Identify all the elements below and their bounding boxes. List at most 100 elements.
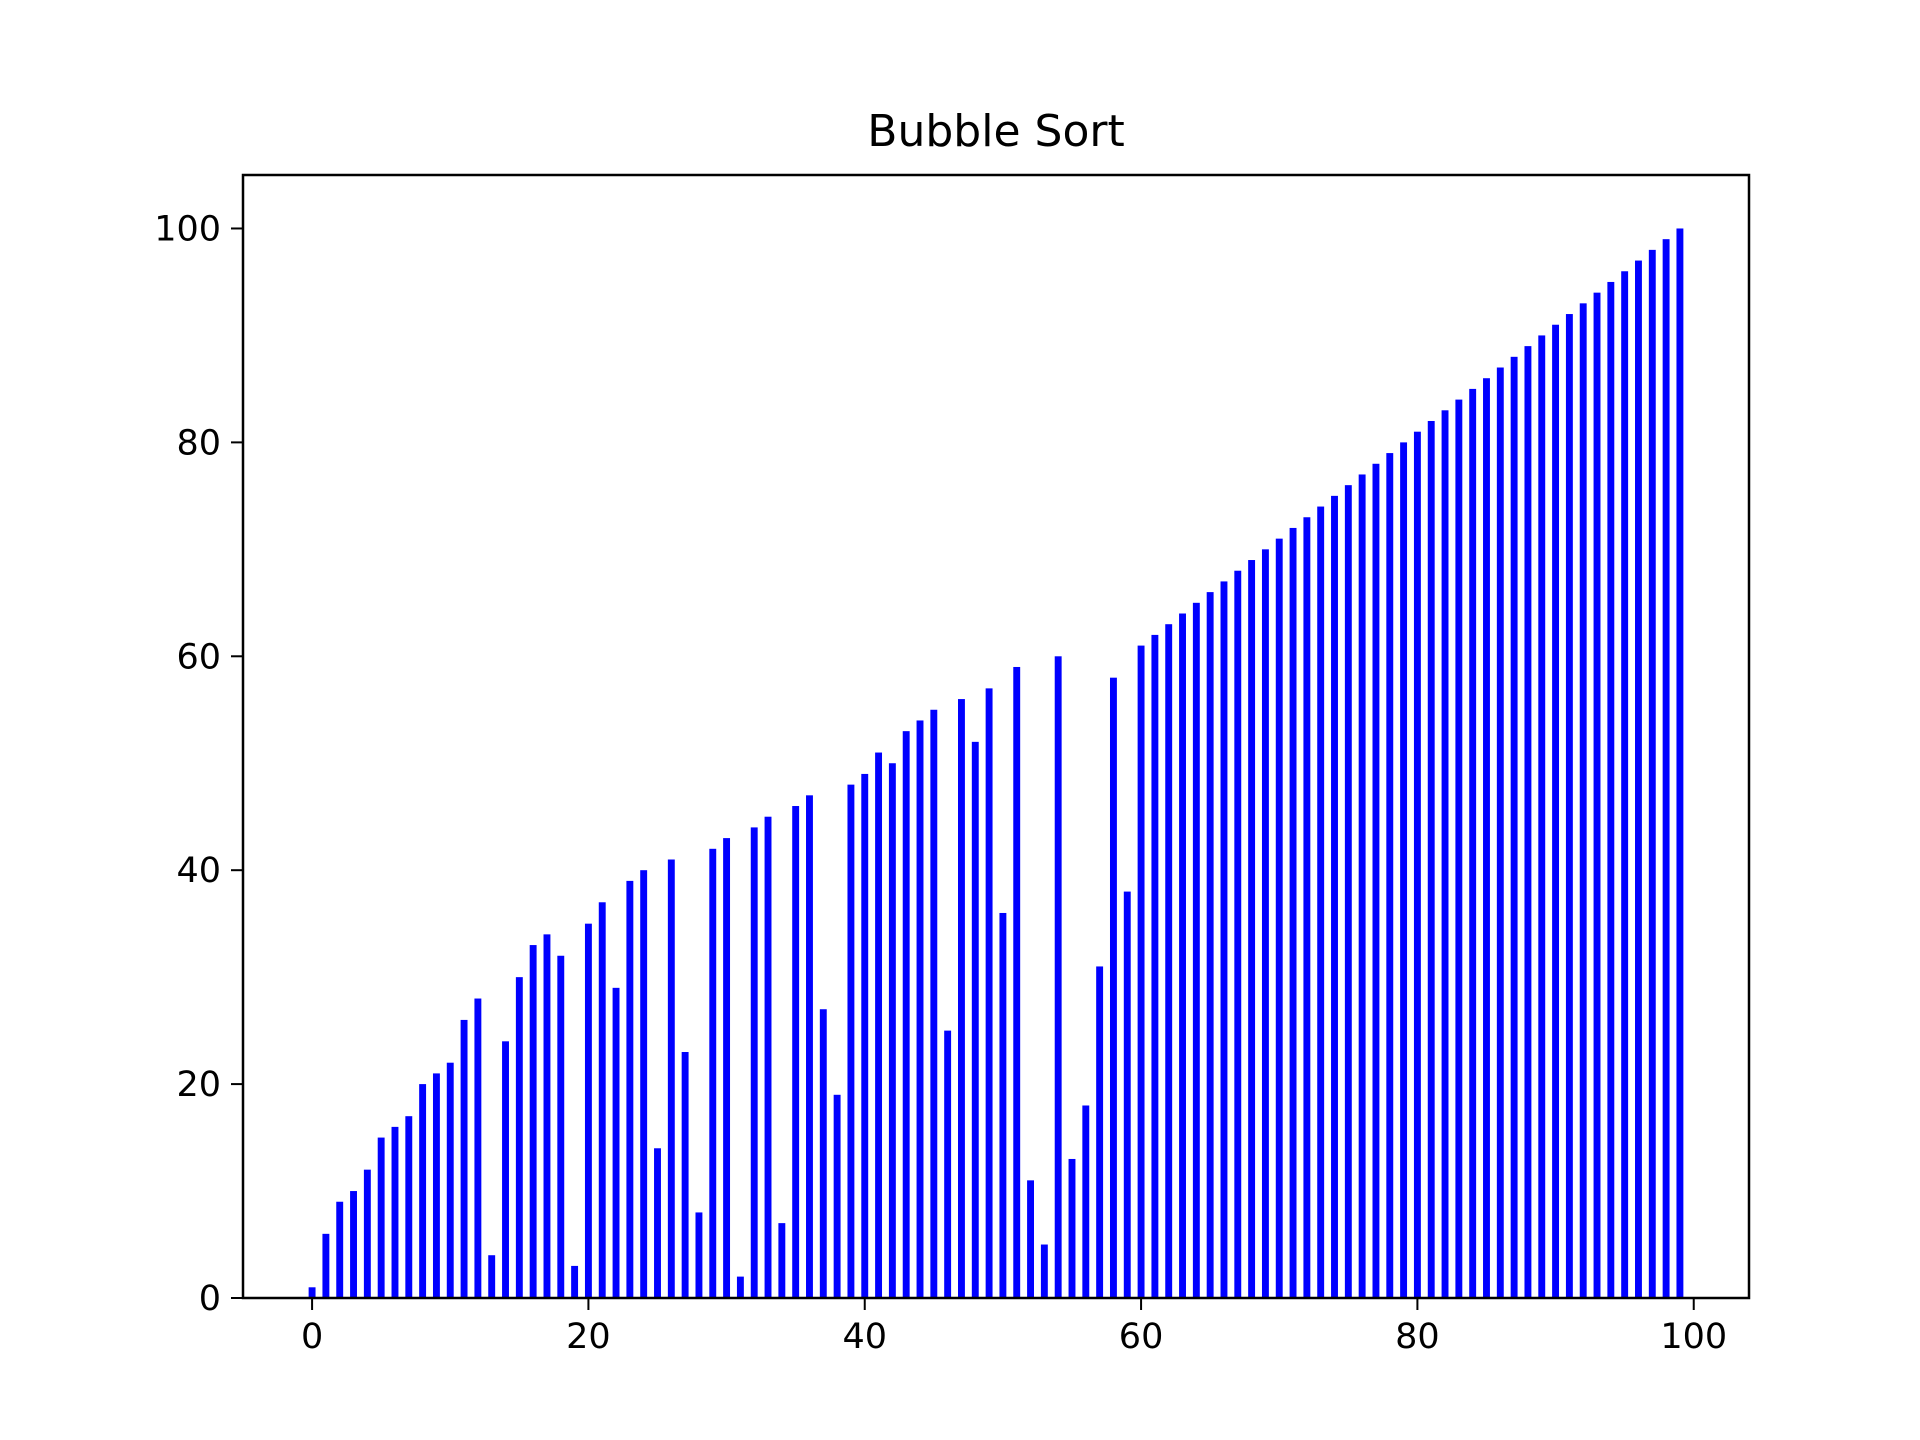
- bar-13: [488, 1255, 496, 1298]
- bar-32: [750, 827, 758, 1298]
- bar-29: [709, 848, 717, 1298]
- y-axis-ticks: 0 20 40 60 80 100: [154, 209, 243, 1319]
- bar-16: [529, 945, 537, 1298]
- bar-21: [598, 902, 606, 1298]
- x-tick-label: 100: [1660, 1317, 1727, 1357]
- y-tick-label: 100: [154, 209, 221, 249]
- bar-34: [778, 1223, 786, 1298]
- bar-75: [1344, 485, 1352, 1298]
- y-tick-label: 80: [176, 423, 221, 463]
- bar-87: [1510, 356, 1518, 1298]
- bar-96: [1635, 260, 1642, 1298]
- bar-40: [861, 773, 869, 1298]
- bar-2: [336, 1201, 344, 1298]
- bar-48: [971, 741, 979, 1298]
- bar-45: [930, 709, 938, 1298]
- bar-50: [999, 912, 1007, 1298]
- bar-23: [626, 880, 634, 1298]
- y-tick-label: 20: [176, 1065, 221, 1105]
- bar-82: [1441, 410, 1449, 1298]
- bar-89: [1538, 335, 1546, 1298]
- bar-79: [1400, 442, 1408, 1298]
- bar-57: [1096, 966, 1104, 1298]
- bar-3: [350, 1191, 357, 1298]
- bar-70: [1275, 538, 1283, 1298]
- bar-64: [1192, 602, 1200, 1298]
- bar-66: [1220, 581, 1228, 1298]
- bar-92: [1579, 303, 1587, 1299]
- x-tick-label: 0: [301, 1317, 323, 1357]
- bar-36: [806, 795, 813, 1298]
- bar-39: [847, 784, 855, 1298]
- bar-97: [1648, 249, 1656, 1298]
- bar-78: [1386, 453, 1394, 1299]
- bar-46: [944, 1030, 952, 1298]
- bar-12: [474, 998, 482, 1298]
- bar-65: [1206, 592, 1214, 1298]
- bar-91: [1565, 314, 1573, 1298]
- bar-58: [1109, 677, 1117, 1298]
- bar-38: [833, 1094, 841, 1298]
- bar-11: [460, 1019, 468, 1298]
- bar-0: [308, 1287, 316, 1298]
- bar-84: [1469, 388, 1477, 1298]
- bars-group: [308, 228, 1684, 1299]
- chart-title: Bubble Sort: [867, 106, 1124, 157]
- bar-20: [584, 923, 592, 1298]
- bar-86: [1496, 367, 1504, 1298]
- bar-51: [1013, 666, 1021, 1298]
- bar-25: [654, 1148, 661, 1298]
- bar-5: [377, 1137, 385, 1298]
- bar-10: [446, 1062, 454, 1298]
- bar-9: [432, 1073, 440, 1298]
- bar-55: [1068, 1158, 1076, 1298]
- bar-49: [985, 688, 993, 1298]
- bar-43: [902, 731, 910, 1298]
- bar-8: [419, 1084, 427, 1298]
- bar-98: [1662, 239, 1670, 1298]
- x-axis-ticks: 0 20 40 60 80 100: [301, 1298, 1727, 1357]
- bar-99: [1676, 228, 1684, 1299]
- plot-frame: [241, 173, 1751, 1300]
- bar-93: [1593, 292, 1601, 1298]
- bar-27: [681, 1052, 689, 1298]
- bar-54: [1054, 656, 1062, 1298]
- bar-17: [543, 934, 551, 1298]
- bar-81: [1427, 420, 1435, 1298]
- bar-83: [1455, 399, 1463, 1299]
- bar-14: [502, 1041, 509, 1298]
- bar-62: [1165, 624, 1173, 1298]
- bar-76: [1358, 474, 1366, 1299]
- bar-71: [1289, 527, 1297, 1298]
- bar-85: [1483, 378, 1490, 1299]
- bar-7: [405, 1116, 413, 1298]
- bar-52: [1027, 1180, 1034, 1298]
- bar-53: [1040, 1244, 1048, 1298]
- bar-59: [1123, 891, 1131, 1298]
- bar-73: [1317, 506, 1325, 1298]
- bar-33: [764, 816, 772, 1298]
- bar-6: [391, 1126, 399, 1298]
- bar-4: [363, 1169, 371, 1298]
- bar-30: [723, 838, 731, 1298]
- bar-28: [695, 1212, 703, 1298]
- bar-69: [1261, 549, 1269, 1298]
- bar-18: [557, 955, 565, 1298]
- bar-67: [1234, 570, 1242, 1298]
- x-tick-label: 40: [842, 1317, 887, 1357]
- bar-63: [1179, 613, 1186, 1298]
- bar-26: [667, 859, 675, 1298]
- bar-72: [1303, 517, 1311, 1298]
- bar-61: [1151, 634, 1159, 1298]
- y-tick-label: 0: [199, 1279, 221, 1319]
- x-tick-label: 80: [1395, 1317, 1440, 1357]
- bar-74: [1331, 495, 1338, 1298]
- bar-88: [1524, 346, 1532, 1298]
- bar-15: [515, 977, 523, 1298]
- bar-1: [322, 1233, 330, 1298]
- bar-22: [612, 987, 620, 1298]
- bar-24: [640, 870, 648, 1298]
- bar-80: [1413, 431, 1421, 1298]
- bar-56: [1082, 1105, 1090, 1298]
